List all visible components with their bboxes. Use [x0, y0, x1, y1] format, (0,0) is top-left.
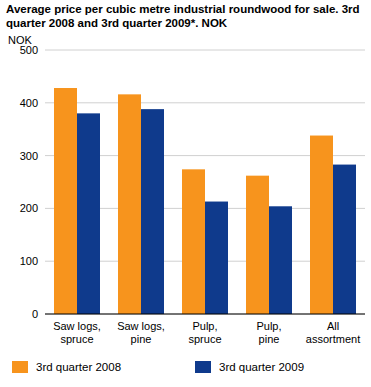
category-label: Pulp,spruce: [188, 320, 221, 345]
grid-line: [45, 314, 365, 315]
legend-label: 3rd quarter 2008: [36, 361, 121, 373]
grid-line: [45, 50, 365, 51]
category-label: Allassortment: [306, 320, 360, 345]
category-label: Saw logs,spruce: [53, 320, 101, 345]
category-label: Saw logs,pine: [117, 320, 165, 345]
title: Average price per cubic metre industrial…: [6, 2, 368, 30]
bar: [269, 206, 292, 314]
bar: [205, 202, 228, 314]
bar: [182, 169, 205, 314]
bar: [246, 176, 269, 314]
legend-swatch: [12, 361, 28, 373]
legend-label: 3rd quarter 2009: [219, 361, 304, 373]
bar: [118, 94, 141, 314]
bar: [141, 109, 164, 314]
tick-label: 200: [20, 202, 38, 214]
bars: [54, 88, 356, 314]
bar: [310, 136, 333, 314]
bar: [54, 88, 77, 314]
tick-label: 500: [20, 44, 38, 56]
bar: [77, 113, 100, 314]
grid-line: [45, 102, 365, 103]
tick-label: 400: [20, 97, 38, 109]
tick-label: 100: [20, 255, 38, 267]
x-axis: [45, 314, 365, 315]
legend-swatch: [195, 361, 211, 373]
category-label: Pulp,pine: [256, 320, 281, 345]
chart: NOK0100200300400500Saw logs,spruceSaw lo…: [0, 0, 371, 387]
bar: [333, 165, 356, 314]
tick-label: 0: [32, 308, 38, 320]
tick-label: 300: [20, 150, 38, 162]
